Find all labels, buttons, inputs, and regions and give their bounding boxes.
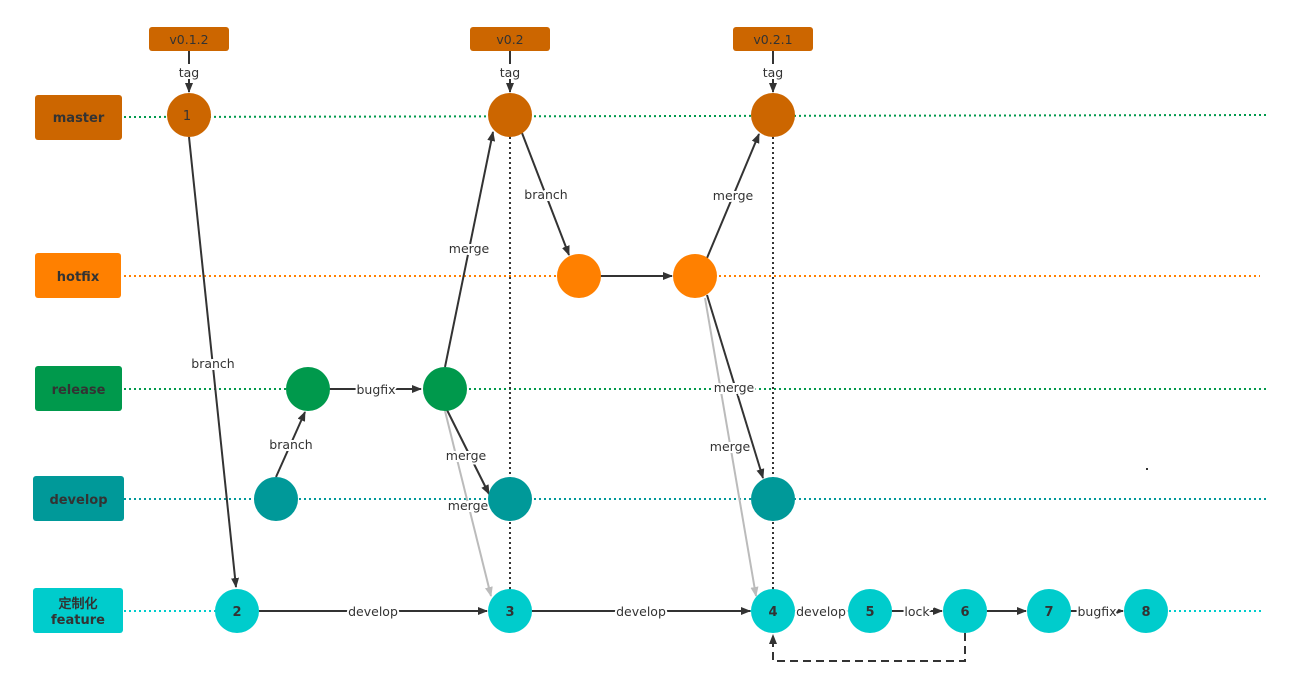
lane-master-label: master <box>53 111 105 126</box>
feature-commit-7: 7 <box>1027 589 1071 633</box>
develop-commit-1 <box>254 477 298 521</box>
edge-label-bugfix: bugfix <box>356 382 395 397</box>
lane-hotfix: hotfix <box>35 253 121 298</box>
edge-develop-release <box>275 411 306 478</box>
lane-release: release <box>35 366 122 411</box>
tag-v02: v0.2 tag <box>470 27 550 93</box>
edge-label-develop: develop <box>616 604 666 619</box>
edge-master-hotfix <box>521 132 570 256</box>
feature-commit-2: 2 <box>215 589 259 633</box>
release-commit-2 <box>423 367 467 411</box>
tag-v012: v0.1.2 tag <box>149 27 229 93</box>
lane-hotfix-label: hotfix <box>57 270 100 285</box>
hotfix-commit-2 <box>673 254 717 298</box>
tag-v012-label: v0.1.2 <box>169 32 208 47</box>
edge-label-merge: merge <box>448 498 489 513</box>
feature-commit-8: 8 <box>1124 589 1168 633</box>
master-commit-v021 <box>751 93 795 137</box>
master-commit-1: 1 <box>167 93 211 137</box>
lane-master: master <box>35 95 122 140</box>
tag-v021-label: v0.2.1 <box>753 32 792 47</box>
lane-release-label: release <box>52 383 106 398</box>
edge-label-merge: merge <box>713 188 754 203</box>
edge-label-merge: merge <box>449 241 490 256</box>
edge-label-develop: develop <box>796 604 846 619</box>
edge-release-feature3 <box>444 410 493 597</box>
node-label: 7 <box>1044 605 1053 620</box>
edge-hotfix-feature4 <box>704 297 759 597</box>
release-commit-1 <box>286 367 330 411</box>
node-label: 3 <box>505 605 514 620</box>
edge-label-merge: merge <box>710 439 751 454</box>
edge-f6-f4-dashed <box>769 633 966 662</box>
hotfix-commit-1 <box>557 254 601 298</box>
edge-master1-feature2 <box>188 136 240 588</box>
node-label: 6 <box>960 605 969 620</box>
lane-feature-label-cn: 定制化 <box>57 596 97 612</box>
lane-feature-label: feature <box>51 613 105 628</box>
node-label: 1 <box>183 109 191 124</box>
edge-release-develop <box>446 409 490 495</box>
lane-develop-label: develop <box>49 493 107 508</box>
edge-label-lock: lock <box>904 604 930 619</box>
edge-hotfix-master <box>706 133 760 259</box>
tag-v021: v0.2.1 tag <box>733 27 813 93</box>
edge-release-master <box>444 131 496 368</box>
edge-label-branch: branch <box>524 187 567 202</box>
node-label: 2 <box>232 605 241 620</box>
edge-label-merge: merge <box>714 380 755 395</box>
lane-feature: 定制化 feature <box>33 588 123 633</box>
edge-label-bugfix: bugfix <box>1077 604 1116 619</box>
tag-v02-label: v0.2 <box>496 32 523 47</box>
node-label: 8 <box>1141 605 1150 620</box>
develop-commit-2 <box>488 477 532 521</box>
node-label: 5 <box>865 605 874 620</box>
feature-commit-6: 6 <box>943 589 987 633</box>
lane-develop: develop <box>33 476 124 521</box>
tag-edge-label: tag <box>179 65 200 80</box>
edge-label-merge: merge <box>446 448 487 463</box>
feature-commit-3: 3 <box>488 589 532 633</box>
develop-commit-3 <box>751 477 795 521</box>
tag-edge-label: tag <box>500 65 521 80</box>
edge-hotfix-develop <box>706 294 765 479</box>
master-commit-v02 <box>488 93 532 137</box>
feature-commit-4: 4 <box>751 589 795 633</box>
node-label: 4 <box>768 605 777 620</box>
edge-label-branch: branch <box>269 437 312 452</box>
edge-label-branch: branch <box>191 356 234 371</box>
stray-dot <box>1146 468 1148 470</box>
master-lane-line <box>123 114 1267 118</box>
tag-edge-label: tag <box>763 65 784 80</box>
edge-label-develop: develop <box>348 604 398 619</box>
feature-commit-5: 5 <box>848 589 892 633</box>
